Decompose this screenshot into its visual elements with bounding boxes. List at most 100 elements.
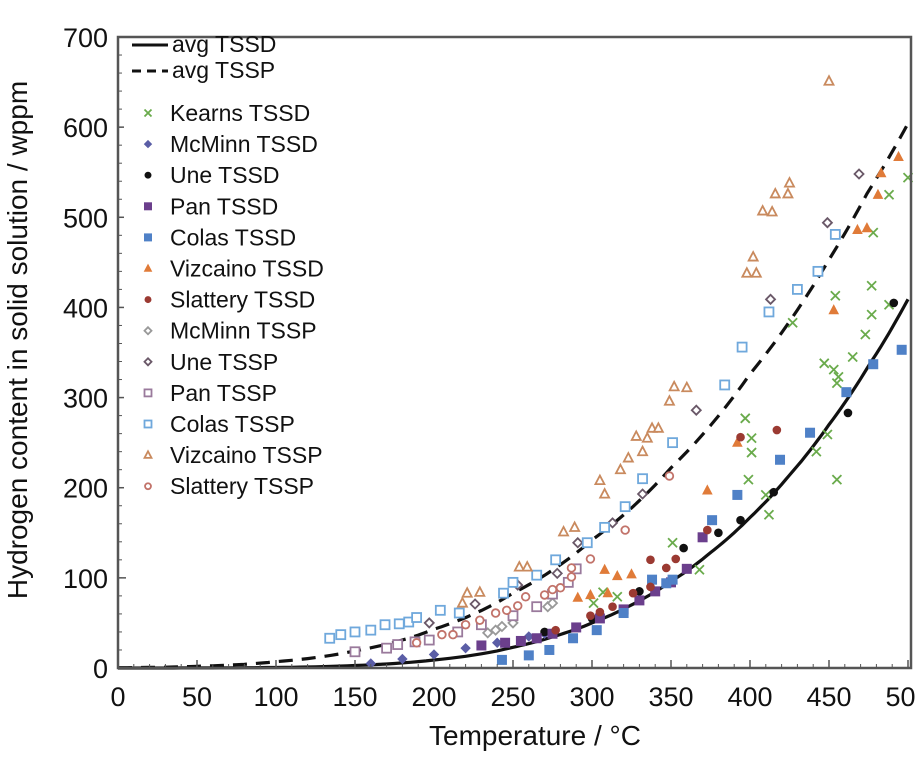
point-mcminn-tssp — [546, 597, 559, 609]
legend-marker-une-tssp — [143, 357, 153, 367]
point-slattery-tssp — [475, 615, 485, 625]
point-kearns-tssd — [828, 364, 839, 375]
x-tick-label: 250 — [490, 682, 535, 712]
point-kearns-tssd — [811, 446, 822, 457]
point-kearns-tssd — [883, 189, 895, 200]
point-vizcaino-tssp — [747, 250, 760, 262]
point-colas-tssp — [719, 379, 731, 391]
point-vizcaino-tssp — [781, 186, 794, 199]
point-pan-tssd — [697, 532, 708, 543]
point-une-tssd — [679, 543, 688, 553]
point-mcminn-tssd — [428, 649, 440, 660]
point-slattery-tssd — [736, 432, 745, 442]
point-colas-tssp — [453, 607, 465, 619]
point-colas-tssp — [365, 624, 377, 636]
point-colas-tssp — [667, 437, 678, 449]
point-vizcaino-tssp — [636, 444, 649, 457]
point-kearns-tssd — [787, 317, 798, 328]
x-tick-label: 300 — [569, 682, 614, 712]
point-vizcaino-tssp — [783, 176, 796, 188]
point-vizcaino-tssp — [769, 186, 782, 199]
point-colas-tssp — [434, 604, 446, 616]
point-colas-tssp — [619, 501, 631, 513]
point-pan-tssd — [531, 633, 542, 644]
point-une-tssp — [469, 598, 481, 610]
point-vizcaino-tssd — [702, 484, 713, 495]
point-kearns-tssd — [822, 429, 833, 440]
point-pan-tssd — [650, 586, 661, 597]
point-slattery-tssp — [460, 620, 471, 630]
x-tick-label: 450 — [806, 682, 851, 712]
y-tick-label: 500 — [63, 203, 108, 233]
point-vizcaino-tssd — [611, 570, 623, 581]
point-mcminn-tssd — [397, 653, 408, 665]
point-colas-tssp — [792, 283, 803, 295]
point-pan-tssp — [392, 639, 404, 650]
legend-label: avg TSSD — [172, 31, 276, 57]
point-vizcaino-tssd — [602, 587, 614, 598]
point-slattery-tssp — [513, 601, 523, 611]
point-colas-tssp — [379, 619, 391, 631]
point-une-tssd — [889, 298, 899, 308]
point-slattery-tssd — [772, 425, 782, 435]
point-colas-tssp — [411, 612, 423, 623]
point-colas-tssp — [812, 265, 824, 277]
legend-label: Colas TSSD — [170, 224, 296, 250]
point-slattery-tssp — [448, 629, 458, 640]
point-colas-tssd — [591, 625, 602, 636]
point-vizcaino-tssp — [756, 204, 769, 216]
legend-marker-kearns-tssd — [143, 108, 153, 118]
point-slattery-tssd — [586, 611, 595, 621]
x-tick-label: 50 — [182, 682, 212, 712]
legend-label: Une TSSP — [170, 349, 278, 375]
point-mcminn-tssd — [460, 642, 471, 654]
point-vizcaino-tssp — [663, 394, 676, 406]
x-tick-label: 400 — [727, 682, 772, 712]
point-une-tssp — [853, 168, 865, 180]
x-tick-label: 200 — [411, 682, 456, 712]
point-une-tssp — [690, 404, 703, 416]
point-vizcaino-tssp — [568, 520, 581, 532]
point-colas-tssp — [736, 341, 748, 353]
point-pan-tssd — [571, 622, 582, 633]
curve-avg-tssp — [118, 122, 910, 670]
legend-marker-pan-tssd — [144, 202, 152, 211]
legend-label: Une TSSD — [170, 162, 280, 188]
point-vizcaino-tssd — [572, 591, 584, 602]
point-une-tssd — [769, 487, 779, 497]
point-slattery-tssp — [411, 638, 422, 648]
point-slattery-tssp — [566, 563, 577, 573]
point-vizcaino-tssp — [521, 560, 534, 572]
point-une-tssp — [423, 617, 436, 629]
point-vizcaino-tssd — [861, 222, 873, 233]
point-vizcaino-tssp — [614, 462, 627, 475]
point-pan-tssd — [500, 637, 511, 648]
point-vizcaino-tssd — [875, 167, 887, 178]
point-kearns-tssd — [860, 329, 871, 340]
point-slattery-tssp — [664, 471, 675, 481]
legend-label: Slattery TSSP — [170, 473, 314, 499]
point-kearns-tssd — [694, 564, 705, 575]
point-une-tssd — [843, 408, 853, 418]
legend-marker-colas-tssp — [143, 419, 153, 429]
point-pan-tssd — [681, 563, 692, 574]
point-kearns-tssd — [819, 358, 830, 369]
point-slattery-tssd — [595, 607, 605, 617]
point-une-tssp — [636, 488, 649, 500]
point-kearns-tssd — [831, 474, 843, 485]
point-vizcaino-tssp — [668, 379, 681, 392]
point-kearns-tssd — [830, 290, 841, 301]
x-axis-title: Temperature / °C — [429, 720, 641, 751]
point-vizcaino-tssd — [732, 436, 743, 447]
point-kearns-tssd — [746, 432, 757, 444]
point-une-tssp — [572, 536, 584, 549]
point-slattery-tssp — [539, 590, 550, 600]
y-tick-label: 600 — [63, 113, 108, 143]
point-vizcaino-tssp — [680, 380, 693, 393]
point-vizcaino-tssp — [473, 585, 486, 597]
point-slattery-tssd — [646, 582, 655, 592]
point-colas-tssp — [581, 537, 593, 549]
point-mcminn-tssp — [481, 627, 494, 639]
point-colas-tssp — [599, 521, 611, 533]
